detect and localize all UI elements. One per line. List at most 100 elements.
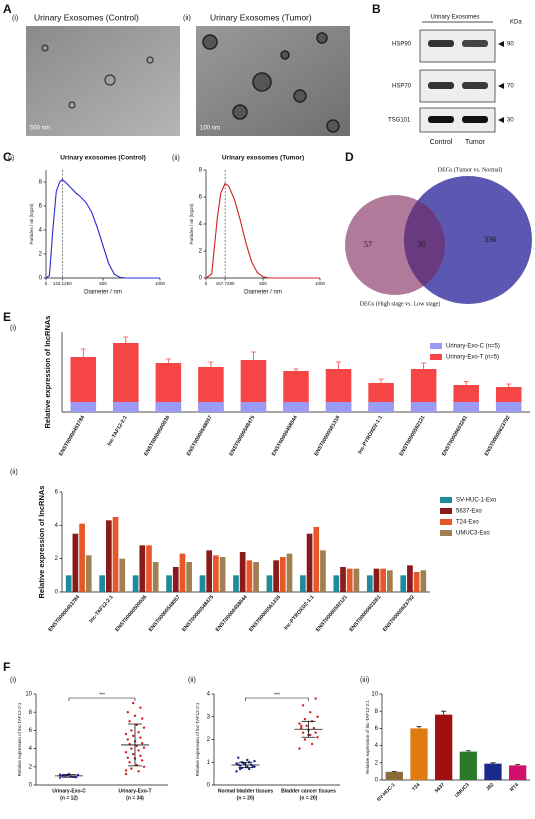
error-bar <box>465 750 471 752</box>
point <box>312 726 316 730</box>
point <box>58 776 62 779</box>
vesicles <box>41 44 154 109</box>
bar <box>410 402 437 412</box>
y-axis-label: Relative expression of lnc-TAF12-2:1 <box>17 702 22 776</box>
error-bar <box>506 383 512 387</box>
y-tick-label: 6 <box>55 490 59 496</box>
x-tick-label: Urinary-Exo-C <box>52 788 86 794</box>
scale-bar-label: 100 nm <box>200 126 220 132</box>
point <box>305 724 308 728</box>
bar <box>65 575 72 592</box>
panel-letter: B <box>372 2 381 16</box>
error-bar <box>463 381 469 385</box>
bar <box>420 570 427 592</box>
line <box>45 178 160 279</box>
point <box>124 772 128 776</box>
sub-label: (i) <box>12 15 18 22</box>
x-tick-label: ENST00000548057 <box>148 594 182 633</box>
y-tick-label: 4 <box>199 222 203 228</box>
bar <box>132 575 139 592</box>
y-tick-label: 0 <box>207 783 211 789</box>
point <box>132 752 135 756</box>
bar <box>198 402 224 412</box>
x-axis-label: Diameter / nm <box>244 290 282 296</box>
point <box>298 722 301 725</box>
y-tick-label: 8 <box>199 168 203 174</box>
x-tick-label: T24 <box>411 782 421 792</box>
point <box>133 714 137 718</box>
y-tick-label: 6 <box>39 204 43 210</box>
bar <box>246 560 253 592</box>
bar <box>368 402 394 412</box>
y-tick-label: 2 <box>207 737 211 743</box>
image-title: Urinary Exosomes (Tumor) <box>210 12 312 22</box>
x-tick-label: ENST00000561316 <box>248 594 282 633</box>
bar <box>385 771 403 780</box>
point <box>137 731 140 734</box>
chart-title: Urinary exosomes (Tumor) <box>222 155 304 162</box>
bar <box>283 402 309 412</box>
point <box>124 732 128 736</box>
bar <box>325 402 352 412</box>
x-tick-label: 1000 <box>315 281 326 286</box>
point <box>124 751 128 754</box>
x-tick-label: 5637 <box>434 782 446 794</box>
x-axis-label: Diameter / nm <box>84 290 122 296</box>
legend-label: T24-Exo <box>456 520 479 526</box>
point <box>310 742 314 746</box>
error-bar <box>416 726 422 729</box>
lane-label: Tumor <box>465 139 486 146</box>
point <box>75 776 78 779</box>
bar <box>113 402 139 412</box>
legend-swatch <box>440 530 452 536</box>
x-tick-label: lnc-TAF12-2:1 <box>88 594 114 624</box>
point <box>124 769 128 772</box>
x-tick-label: ENST00000458044 <box>215 594 249 633</box>
x-tick-label: ENST00000548057 <box>186 415 214 458</box>
error-bar <box>336 361 342 369</box>
line <box>205 182 320 279</box>
point <box>126 756 129 759</box>
legend-label: Urinary-Exo-T (n=5) <box>446 355 499 361</box>
x-tick-label: ENST00000548475 <box>228 415 256 458</box>
legend-label: 5637-Exo <box>456 509 482 515</box>
y-tick-label: 10 <box>371 692 378 698</box>
sd-bar <box>128 723 142 767</box>
micrograph <box>196 26 350 136</box>
point <box>309 733 312 737</box>
point <box>247 767 251 771</box>
x-tick-label: 1000 <box>155 281 166 286</box>
bar <box>79 523 85 592</box>
bar <box>286 553 293 592</box>
blot <box>419 29 504 133</box>
point <box>235 762 238 765</box>
lane-label: Control <box>430 139 453 146</box>
kda-label: 90 <box>507 42 514 48</box>
point <box>303 717 307 721</box>
bar <box>387 570 393 592</box>
point <box>246 758 249 762</box>
x-tick-label: lnc-TAF12-2:1 <box>107 415 129 447</box>
point <box>314 731 317 734</box>
bar <box>279 557 286 592</box>
y-tick-label: 10 <box>25 692 32 698</box>
scale-bar-label: 500 nm <box>30 126 50 132</box>
bar <box>410 728 428 780</box>
vesicles <box>202 32 340 133</box>
sub-label: (ii) <box>183 15 191 22</box>
error-bar <box>421 362 427 369</box>
bar <box>300 575 306 592</box>
x-tick-label: Normal bladder tissues <box>218 788 274 794</box>
point <box>141 741 144 745</box>
bar <box>152 562 159 592</box>
band-label: HSP90 <box>392 42 412 48</box>
bar <box>179 553 186 592</box>
y-tick-label: 4 <box>55 523 59 529</box>
legend-swatch <box>430 343 442 349</box>
point <box>298 747 301 750</box>
point <box>130 729 133 732</box>
bar <box>113 343 139 412</box>
region-count: 35 <box>418 240 426 249</box>
point <box>300 726 303 730</box>
